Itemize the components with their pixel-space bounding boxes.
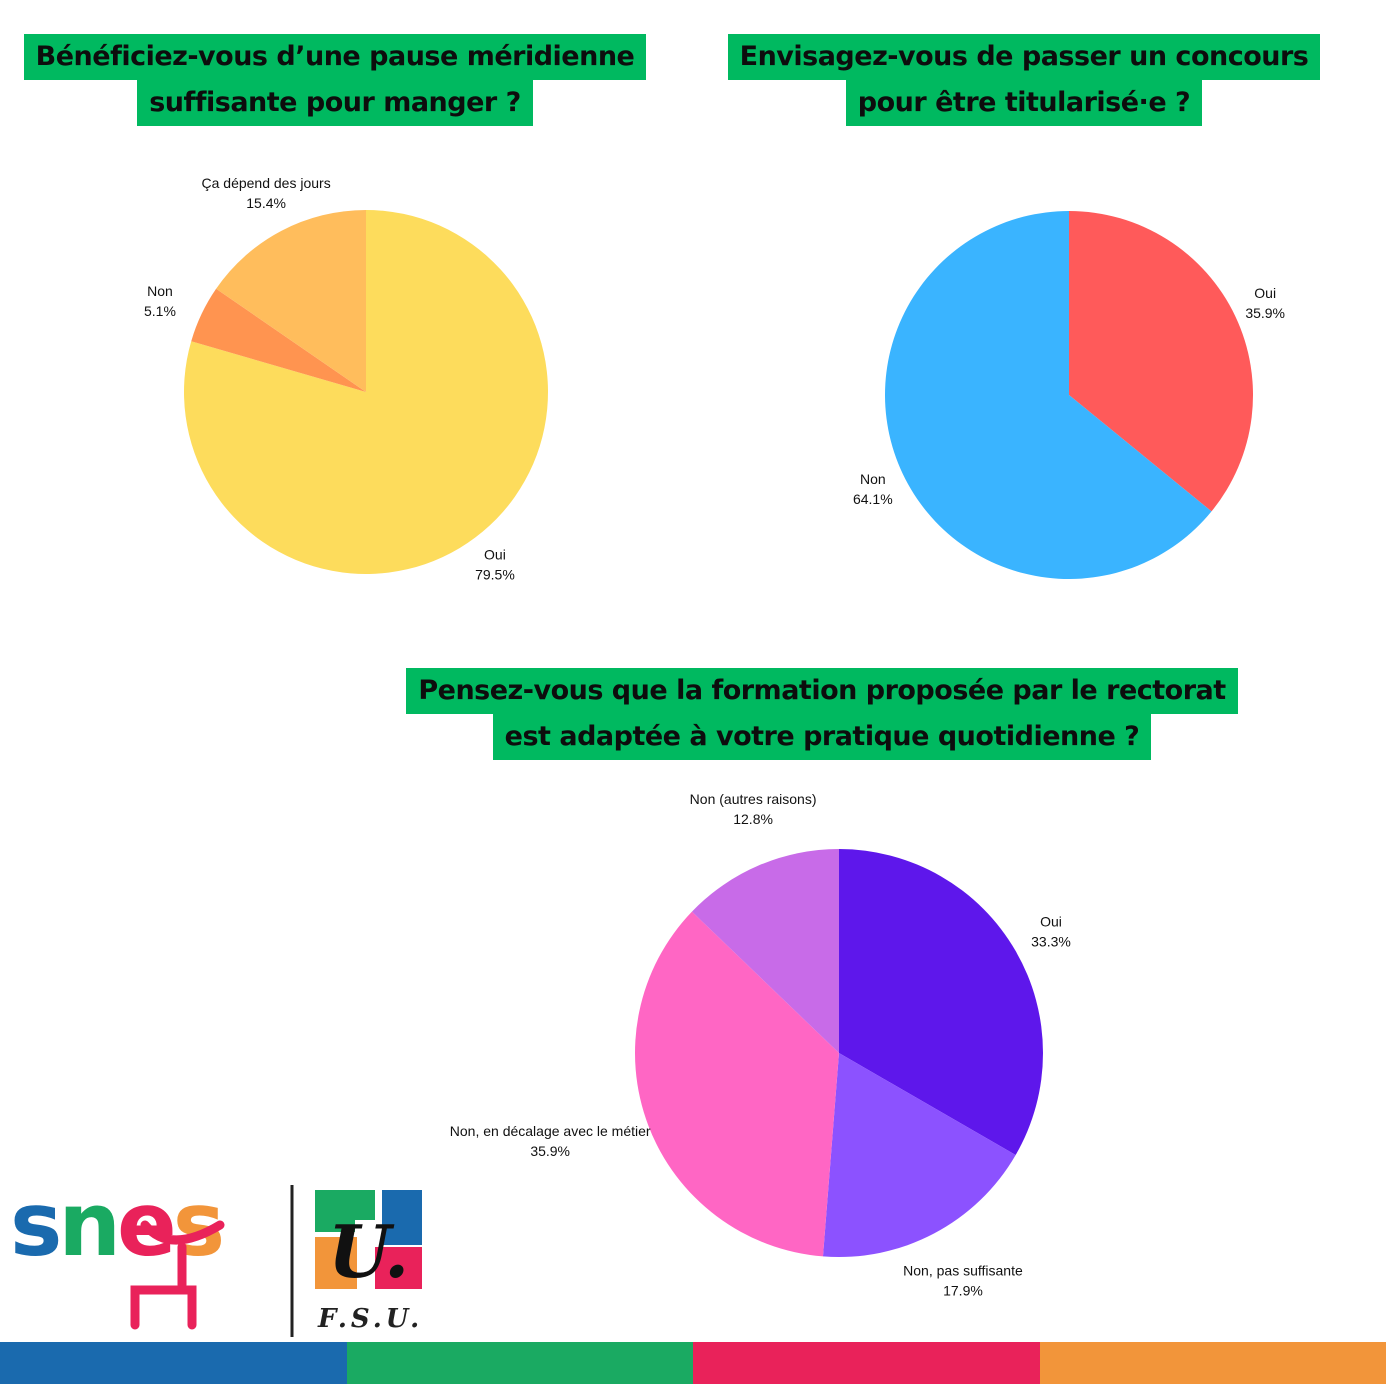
pie-label-oui: Oui [1254, 285, 1276, 301]
pie-label-oui: Oui [1040, 914, 1062, 930]
snes-fsu-logo: snes U. F.S.U. [10, 1173, 423, 1337]
snes-wordmark: snes [10, 1173, 222, 1276]
pie-slice-oui [1069, 211, 1253, 512]
fsu-letter: U. [328, 1209, 409, 1294]
pie-label-non-pas-suffisante: Non, pas suffisante [903, 1263, 1023, 1279]
pie-label-non-autres-raisons: Non (autres raisons) [690, 791, 817, 807]
footer-color-bar [0, 1342, 1386, 1384]
pie-slice-non-en-decalage-avec-le-metier [635, 911, 839, 1257]
footer-segment-blue [0, 1342, 347, 1384]
pie-value-ca-depend-des-jours: 15.4% [246, 195, 286, 211]
chart-1-title: Bénéficiez-vous d’une pause méridienne s… [23, 34, 647, 126]
chart-2-title-line-2: pour être titularisé·e ? [845, 80, 1203, 126]
pie-label-non-en-decalage-avec-le-metier: Non, en décalage avec le métier [450, 1123, 651, 1139]
pie-value-oui: 35.9% [1245, 305, 1285, 321]
footer-segment-orange [1039, 1342, 1386, 1384]
chart-3-title-line-1: Pensez-vous que la formation proposée pa… [406, 668, 1238, 714]
footer-segment-green [346, 1342, 693, 1384]
pie-label-non: Non [147, 283, 173, 299]
pie-slice-non-autres-raisons [691, 849, 839, 1053]
chart-1-title-line-2: suffisante pour manger ? [137, 80, 533, 126]
pie-slice-non [885, 211, 1212, 579]
chart-3-title: Pensez-vous que la formation proposée pa… [406, 668, 1238, 760]
pie-value-oui: 79.5% [475, 567, 515, 583]
pie-value-non: 5.1% [144, 303, 176, 319]
fsu-caption: F.S.U. [317, 1304, 423, 1334]
pie-slice-non-pas-suffisante [822, 1053, 1016, 1257]
snes-figure-icon [130, 1220, 225, 1330]
pie-value-oui: 33.3% [1031, 934, 1071, 950]
pie-slice-ca-depend-des-jours [216, 210, 366, 392]
pie-value-non-autres-raisons: 12.8% [733, 811, 773, 827]
pie-label-oui: Oui [484, 547, 506, 563]
chart-1-title-line-1: Bénéficiez-vous d’une pause méridienne [23, 34, 647, 80]
pie-slice-non [191, 288, 366, 392]
fsu-emblem-icon [315, 1190, 422, 1289]
pie-label-ca-depend-des-jours: Ça dépend des jours [202, 175, 331, 191]
pie-slice-oui [839, 849, 1044, 1155]
chart-2-title-line-1: Envisagez-vous de passer un concours [727, 34, 1321, 80]
pie-value-non: 64.1% [853, 491, 893, 507]
pie-value-non-en-decalage-avec-le-metier: 35.9% [530, 1143, 570, 1159]
footer-segment-pink [693, 1342, 1040, 1384]
chart-3-title-line-2: est adaptée à votre pratique quotidienne… [492, 714, 1152, 760]
pie-slice-oui [183, 210, 548, 574]
chart-2-title: Envisagez-vous de passer un concours pou… [727, 34, 1321, 126]
pie-value-non-pas-suffisante: 17.9% [943, 1283, 983, 1299]
pie-label-non: Non [860, 471, 886, 487]
